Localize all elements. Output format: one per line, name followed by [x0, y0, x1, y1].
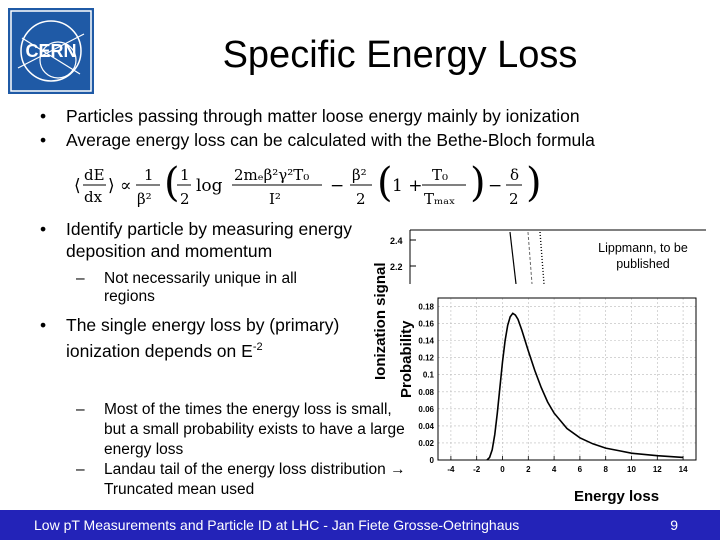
energy-axis-label: Energy loss — [574, 488, 660, 505]
x-tick-label: 10 — [627, 465, 636, 474]
svg-text:): ) — [526, 160, 542, 206]
y-tick-label: 0.02 — [418, 439, 434, 448]
svg-text:log: log — [196, 176, 223, 196]
x-tick-label: 6 — [578, 465, 583, 474]
svg-text:2: 2 — [180, 190, 190, 208]
bullet-item: • Particles passing through matter loose … — [40, 104, 710, 128]
ionization-plot: 2.4 2.2 — [388, 228, 706, 285]
bullet-text: Particles passing through matter loose e… — [66, 106, 580, 126]
y-tick-label: 0.14 — [418, 337, 434, 346]
svg-text:dx: dx — [84, 188, 103, 206]
bullet-dot-icon: • — [40, 219, 47, 239]
curve-dotted — [539, 231, 545, 285]
bullet-text: The single energy loss by (primary) ioni… — [66, 314, 350, 362]
y-tick-label: 0.08 — [418, 388, 434, 397]
bullet-dot-icon: • — [40, 130, 47, 150]
svg-text:−: − — [488, 176, 502, 196]
svg-text:(: ( — [377, 160, 393, 206]
left-bullet-column: • Identify particle by measuring energy d… — [40, 218, 370, 362]
sub-bullet-text: Not necessarily unique in all regions — [104, 270, 297, 305]
page-number: 9 — [670, 517, 678, 533]
footer-bar: Low pT Measurements and Particle ID at L… — [0, 510, 720, 540]
y-tick-label: 0.06 — [418, 405, 434, 414]
svg-text:Tₘₐₓ: Tₘₐₓ — [424, 190, 455, 208]
svg-text:⟩ ∝: ⟩ ∝ — [108, 176, 132, 196]
top-bullet-list: • Particles passing through matter loose … — [40, 104, 710, 152]
x-tick-label: 14 — [679, 465, 688, 474]
svg-text:2: 2 — [356, 190, 366, 208]
bullet-text: Average energy loss can be calculated wi… — [66, 130, 595, 150]
bullet-dot-icon: • — [40, 315, 47, 335]
x-tick-label: 0 — [500, 465, 505, 474]
y-tick-label: 2.4 — [390, 236, 403, 246]
dash-icon: – — [76, 270, 85, 287]
y-tick-label: 0.12 — [418, 354, 434, 363]
slide-title: Specific Energy Loss — [222, 34, 578, 76]
plot-frame — [437, 297, 697, 461]
cern-logo: CERN — [8, 8, 94, 94]
svg-text:1 +: 1 + — [392, 176, 422, 196]
x-tick-label: 4 — [552, 465, 557, 474]
svg-text:1: 1 — [144, 166, 154, 184]
logo-text: CERN — [25, 41, 76, 61]
y-tick-label: 0 — [430, 456, 435, 465]
y-tick-label: 2.2 — [390, 262, 403, 272]
svg-text:1: 1 — [180, 166, 190, 184]
bullet-text-main: The single energy loss by (primary) ioni… — [66, 315, 340, 361]
bethe-bloch-formula: ⟨ dE dx ⟩ ∝ 1 β² ( 1 2 log 2mₑβ²γ²T₀ I² … — [74, 158, 544, 212]
svg-text:): ) — [470, 160, 486, 206]
x-tick-label: 2 — [526, 465, 531, 474]
footer-text: Low pT Measurements and Particle ID at L… — [34, 517, 520, 533]
svg-text:β²: β² — [352, 166, 367, 184]
bullet-item: • The single energy loss by (primary) ion… — [40, 314, 350, 362]
bullet-item: • Average energy loss can be calculated w… — [40, 128, 710, 152]
sub-bullet-item: – Landau tail of the energy loss distribu… — [76, 460, 406, 500]
svg-text:I²: I² — [269, 190, 281, 208]
y-tick-label: 0.04 — [418, 422, 434, 431]
curve-dashed — [527, 231, 533, 285]
svg-text:T₀: T₀ — [432, 166, 448, 184]
svg-text:dE: dE — [84, 166, 105, 184]
svg-text:−: − — [330, 176, 344, 196]
y-tick-label: 0.18 — [418, 303, 434, 312]
svg-text:β²: β² — [137, 190, 152, 208]
exponent: -2 — [252, 341, 263, 353]
svg-text:2mₑβ²γ²T₀: 2mₑβ²γ²T₀ — [234, 166, 309, 184]
x-tick-label: 8 — [603, 465, 608, 474]
bullet-item: • Identify particle by measuring energy d… — [40, 218, 370, 262]
x-tick-label: 12 — [653, 465, 662, 474]
x-tick-label: -4 — [447, 465, 455, 474]
svg-text:(: ( — [164, 160, 180, 206]
ionization-axis-label: Ionization signal — [372, 262, 389, 380]
sub-bullet-text: Landau tail of the energy loss distribut… — [104, 461, 406, 498]
bullet-text: Identify particle by measuring energy de… — [66, 219, 352, 261]
curve-line — [509, 231, 517, 285]
dash-icon: – — [76, 401, 85, 418]
bullet-dot-icon: • — [40, 106, 47, 126]
x-tick-label: -2 — [473, 465, 481, 474]
svg-text:⟨: ⟨ — [74, 176, 81, 196]
svg-text:δ: δ — [510, 166, 519, 184]
landau-plot: 0 0.02 0.04 0.06 0.08 0.1 0.12 0.14 0.16 0.18 -4 -2… — [404, 290, 704, 486]
landau-curve — [486, 312, 684, 461]
sub-bullet-item: – Not necessarily unique in all regions — [76, 270, 350, 306]
sub-bullet-item: – Most of the times the energy loss is sm… — [76, 400, 406, 460]
y-tick-label: 0.1 — [423, 371, 435, 380]
bottom-sub-bullets: – Most of the times the energy loss is sm… — [76, 400, 406, 500]
dash-icon: – — [76, 461, 85, 478]
svg-text:2: 2 — [509, 190, 519, 208]
sub-bullet-text: Most of the times the energy loss is sma… — [104, 401, 405, 458]
figure-credit: Lippmann, to be published — [598, 241, 688, 271]
y-tick-label: 0.16 — [418, 320, 434, 329]
